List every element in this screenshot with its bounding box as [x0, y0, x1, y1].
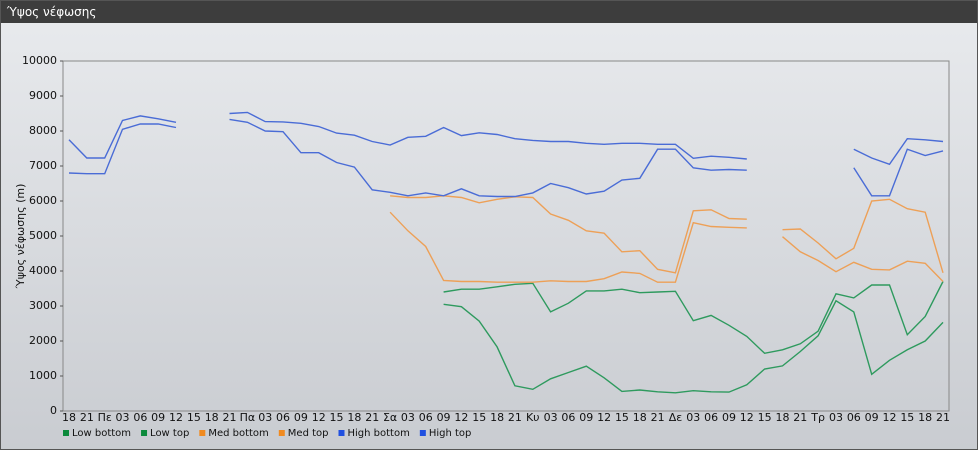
- series-line: [389, 211, 944, 283]
- x-tick-label: 09: [151, 411, 165, 424]
- series-line: [68, 111, 944, 166]
- title-bar: Ύψος νέφωσης: [1, 1, 977, 23]
- x-tick-label: 18: [633, 411, 647, 424]
- x-tick-label: 18: [205, 411, 219, 424]
- x-tick-label: 15: [187, 411, 201, 424]
- x-tick-label: Πα: [240, 411, 256, 424]
- legend-label: High top: [429, 428, 472, 439]
- y-tick-label: 10000: [22, 54, 57, 67]
- y-tick-label: 7000: [29, 159, 57, 172]
- x-tick-label: 18: [62, 411, 76, 424]
- x-tick-label: 15: [330, 411, 344, 424]
- x-tick-label: 06: [133, 411, 147, 424]
- x-tick-label: 09: [437, 411, 451, 424]
- x-tick-label: 03: [544, 411, 558, 424]
- x-tick-label: 15: [472, 411, 486, 424]
- legend-marker: [199, 430, 206, 436]
- x-tick-label: 21: [508, 411, 522, 424]
- x-tick-label: 03: [401, 411, 415, 424]
- legend-marker: [63, 430, 69, 436]
- y-axis-label: Ύψος νέφωσης (m): [14, 184, 27, 290]
- x-tick-label: 12: [312, 411, 326, 424]
- x-tick-label: 09: [865, 411, 879, 424]
- x-tick-label: 03: [829, 411, 843, 424]
- x-tick-label: 03: [258, 411, 272, 424]
- legend-marker: [278, 430, 285, 436]
- x-tick-label: 18: [490, 411, 504, 424]
- y-tick-label: 5000: [29, 229, 57, 242]
- x-tick-label: 18: [347, 411, 361, 424]
- y-tick-label: 8000: [29, 124, 57, 137]
- x-tick-label: 06: [276, 411, 290, 424]
- x-tick-label: 06: [419, 411, 433, 424]
- x-tick-label: 21: [651, 411, 665, 424]
- x-tick-label: Κυ: [526, 411, 540, 424]
- x-tick-label: Δε: [669, 411, 683, 424]
- legend-marker: [141, 430, 148, 436]
- y-tick-label: 0: [50, 404, 57, 417]
- legend-marker: [419, 430, 426, 436]
- y-tick-label: 3000: [29, 299, 57, 312]
- x-tick-label: 21: [223, 411, 237, 424]
- y-tick-label: 6000: [29, 194, 57, 207]
- legend-label: Med top: [288, 428, 329, 439]
- x-tick-label: 15: [900, 411, 914, 424]
- x-tick-label: 15: [758, 411, 772, 424]
- series-line: [68, 118, 944, 198]
- x-tick-label: 21: [936, 411, 950, 424]
- x-tick-label: 18: [918, 411, 932, 424]
- x-tick-label: 09: [579, 411, 593, 424]
- x-tick-label: 09: [294, 411, 308, 424]
- x-tick-label: 06: [704, 411, 718, 424]
- x-tick-label: 12: [882, 411, 896, 424]
- x-tick-label: 06: [561, 411, 575, 424]
- plot-area: [62, 60, 950, 412]
- x-tick-label: 12: [169, 411, 183, 424]
- x-tick-label: Σα: [383, 411, 397, 424]
- legend-label: High bottom: [348, 428, 410, 439]
- x-tick-label: 15: [615, 411, 629, 424]
- series-line: [443, 281, 944, 355]
- x-tick-label: Τρ: [810, 411, 825, 424]
- x-tick-label: 03: [686, 411, 700, 424]
- legend-label: Low top: [150, 428, 189, 439]
- series-line: [443, 299, 944, 394]
- x-tick-label: 06: [847, 411, 861, 424]
- series-line: [390, 195, 944, 274]
- y-tick-label: 4000: [29, 264, 57, 277]
- x-tick-label: Πε: [98, 411, 112, 424]
- x-tick-label: 12: [454, 411, 468, 424]
- x-tick-label: 03: [116, 411, 130, 424]
- x-tick-label: 09: [722, 411, 736, 424]
- legend-marker: [338, 430, 345, 436]
- x-tick-label: 12: [597, 411, 611, 424]
- y-tick-label: 2000: [29, 334, 57, 347]
- y-tick-label: 1000: [29, 369, 57, 382]
- x-tick-label: 21: [793, 411, 807, 424]
- x-tick-label: 12: [740, 411, 754, 424]
- y-tick-label: 9000: [29, 89, 57, 102]
- x-tick-label: 21: [365, 411, 379, 424]
- x-tick-label: 21: [80, 411, 94, 424]
- legend-label: Med bottom: [208, 428, 268, 439]
- x-tick-label: 18: [775, 411, 789, 424]
- legend-label: Low bottom: [72, 428, 131, 439]
